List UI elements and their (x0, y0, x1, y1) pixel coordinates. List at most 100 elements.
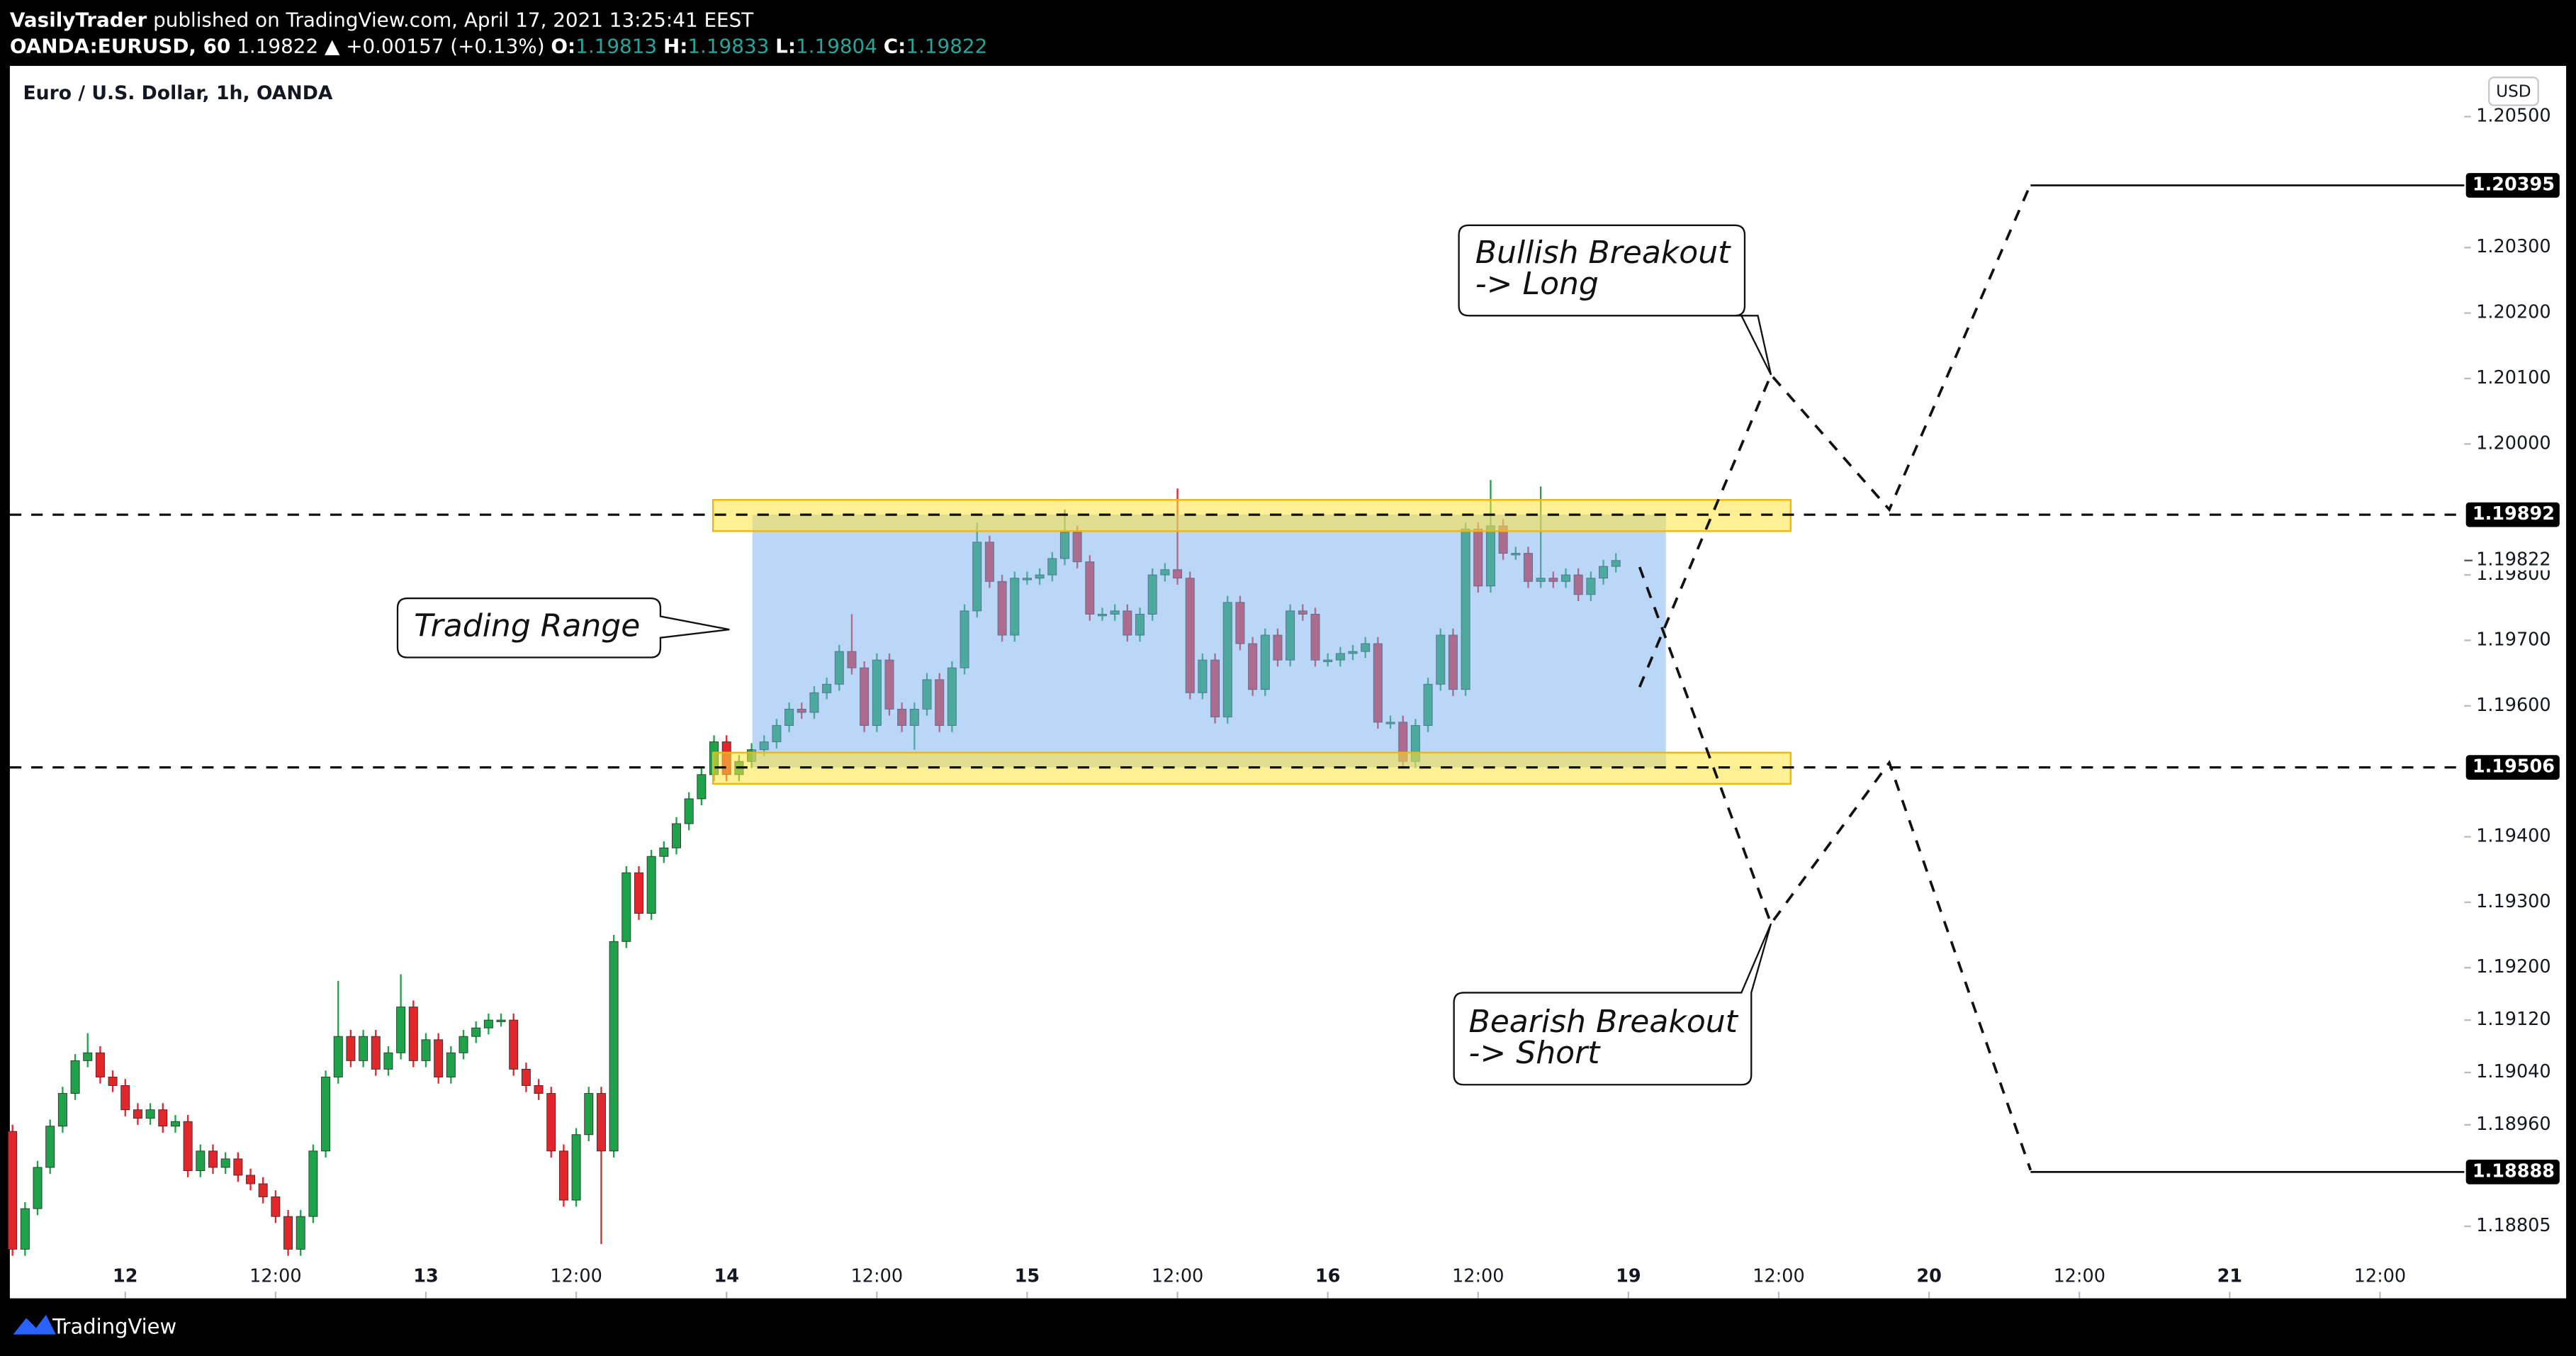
candle-body (434, 1039, 444, 1077)
ohlc-key: L: (775, 34, 796, 57)
y-tick-label: 1.19120 (2476, 1009, 2550, 1030)
ohlc-key: C: (884, 34, 906, 57)
published: published on TradingView.com, April 17, … (153, 8, 754, 31)
candle-body (321, 1076, 331, 1152)
y-tick-label: 1.19040 (2476, 1061, 2550, 1082)
ohlc-value: 1.19804 (796, 34, 877, 57)
candle-body (33, 1167, 43, 1209)
last-price-label: 1.19822 (2476, 549, 2550, 571)
candle-body (333, 1036, 343, 1077)
candle-body (672, 823, 681, 848)
candle-body (634, 872, 643, 914)
candle-body (83, 1052, 93, 1061)
callout-text: -> Long (1475, 266, 1599, 302)
y-tick-label: 1.20500 (2476, 106, 2550, 127)
header-line1: VasilyTrader published on TradingView.co… (10, 8, 754, 31)
ohlc-value: 1.19822 (906, 34, 987, 57)
candle-body (308, 1150, 318, 1217)
x-tick-label: 12:00 (1152, 1265, 1204, 1287)
x-tick-label: 13 (413, 1265, 439, 1287)
x-tick-label: 12:00 (2354, 1265, 2407, 1287)
candle-body (296, 1216, 305, 1250)
y-tick-label: 1.20300 (2476, 236, 2550, 257)
candle-body (459, 1036, 468, 1053)
candle-body (20, 1208, 30, 1250)
candle-body (271, 1197, 281, 1217)
candle-body (584, 1093, 594, 1136)
level-label: 1.18888 (2473, 1160, 2555, 1182)
candle-body (359, 1036, 369, 1061)
y-tick-label: 1.20000 (2476, 432, 2550, 454)
candle-body (697, 774, 707, 800)
x-tick-label: 12:00 (2053, 1265, 2105, 1287)
candle-body (170, 1121, 180, 1127)
logo (13, 1314, 56, 1335)
change: ▲ +0.00157 (+0.13%) (325, 34, 545, 57)
x-tick-label: 12:00 (1452, 1265, 1504, 1287)
callout (396, 597, 730, 659)
candle-body (57, 1093, 67, 1127)
range-box (752, 515, 1666, 768)
level-label: 1.19892 (2473, 503, 2555, 525)
candle-body (120, 1085, 130, 1111)
candle-body (546, 1093, 556, 1152)
bearish-path (1638, 566, 2032, 1171)
candle-body (471, 1027, 481, 1037)
level-zone (712, 751, 1792, 785)
candle-body (483, 1019, 493, 1029)
candle-body (246, 1175, 256, 1184)
axes: 1.20500 1.20300 1.20200 1.20100 1.20000 1.198… (113, 106, 2560, 1299)
projections (1638, 184, 2032, 1171)
x-tick-label: 19 (1616, 1265, 1641, 1287)
last: 1.19822 (237, 34, 318, 57)
x-tick-label: 12:00 (550, 1265, 602, 1287)
candle-body (45, 1126, 55, 1168)
level-label: 1.19506 (2473, 756, 2555, 778)
candle-body (8, 1131, 18, 1250)
y-tick-label: 1.19200 (2476, 956, 2550, 977)
x-tick-label: 12:00 (249, 1265, 302, 1287)
x-tick-label: 12:00 (851, 1265, 903, 1287)
callout-text: Bullish Breakout (1475, 235, 1731, 271)
author: VasilyTrader (10, 8, 147, 31)
candle-body (446, 1052, 456, 1077)
ohlc-value: 1.19813 (575, 34, 657, 57)
ohlc-value: 1.19833 (687, 34, 769, 57)
candle-body (684, 798, 694, 824)
candle-body (183, 1121, 193, 1171)
candle-body (521, 1068, 531, 1086)
candle-body (196, 1150, 206, 1171)
level-label: 1.20395 (2473, 174, 2555, 196)
callout-text: Trading Range (414, 607, 640, 644)
candle-body (283, 1216, 293, 1250)
candle-body (346, 1036, 356, 1061)
currency: USD (2496, 82, 2531, 101)
header-line2: OANDA:EURUSD, 60 1.19822 ▲ +0.00157 (+0.… (10, 34, 987, 57)
callout-text: Bearish Breakout (1469, 1004, 1739, 1040)
candle-body (659, 847, 669, 857)
y-tick-label: 1.19600 (2476, 695, 2550, 716)
callout (1453, 923, 1772, 1086)
candle-body (558, 1150, 568, 1201)
ohlc-key: O: (551, 34, 575, 57)
candle-body (371, 1036, 381, 1070)
symbol: OANDA:EURUSD, 60 (10, 34, 230, 57)
candle-body (421, 1039, 431, 1061)
candle-body (496, 1019, 506, 1022)
candle-body (509, 1019, 519, 1070)
candle-body (383, 1052, 393, 1070)
y-tick-label: 1.20100 (2476, 367, 2550, 388)
y-tick-label: 1.20200 (2476, 302, 2550, 323)
x-tick-label: 14 (714, 1265, 739, 1287)
x-tick-label: 21 (2217, 1265, 2243, 1287)
candle-body (95, 1052, 105, 1077)
y-tick-label: 1.18805 (2476, 1215, 2550, 1236)
candle-body (646, 856, 656, 914)
candle-body (396, 1007, 406, 1053)
y-tick-label: 1.19700 (2476, 629, 2550, 650)
candle-body (145, 1109, 155, 1119)
x-tick-label: 12:00 (1753, 1265, 1805, 1287)
candle-body (133, 1109, 142, 1119)
